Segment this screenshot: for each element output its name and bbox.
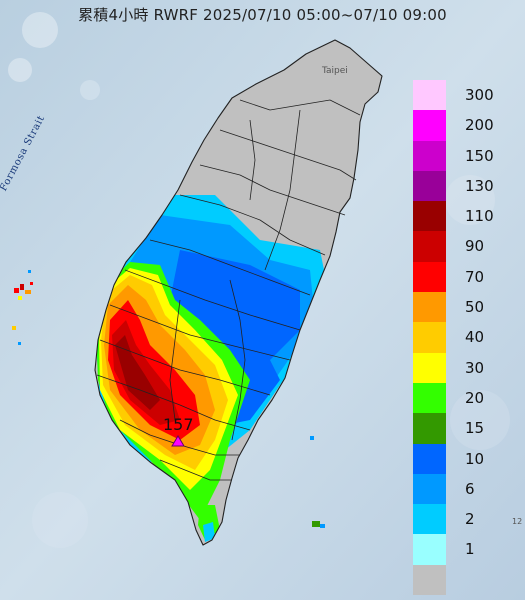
legend-item: 10 — [413, 443, 521, 474]
legend-swatch — [413, 110, 446, 141]
legend-label: 110 — [465, 207, 494, 226]
legend-swatch — [413, 170, 446, 202]
islands-east — [310, 436, 325, 528]
legend-item: 70 — [413, 261, 521, 293]
legend-swatch — [413, 382, 446, 414]
legend-label: 15 — [465, 419, 485, 438]
max-value-label: 157 — [163, 415, 194, 434]
legend-swatch — [413, 413, 446, 444]
corner-label: 12 — [512, 517, 523, 526]
legend-swatch — [413, 443, 446, 474]
map-title: 累積4小時 RWRF 2025/07/10 05:00~07/10 09:00 — [78, 6, 447, 24]
legend-label: 200 — [465, 116, 494, 135]
legend-swatch — [413, 292, 446, 323]
legend-swatch — [413, 231, 446, 262]
legend-label: 50 — [465, 298, 485, 317]
sea-texture — [8, 12, 510, 548]
legend-item: 50 — [413, 292, 521, 323]
rainfall-layer — [95, 195, 330, 542]
legend-item: 200 — [413, 110, 521, 141]
legend-item: 30 — [413, 352, 521, 383]
legend-item — [413, 564, 521, 596]
legend-item: 1 — [413, 534, 521, 565]
legend-item: 300 — [413, 80, 521, 111]
legend-item: 15 — [413, 413, 521, 444]
max-marker — [171, 435, 185, 447]
legend-label: 30 — [465, 358, 485, 377]
city-label: Taipei — [322, 66, 348, 76]
legend-item: 40 — [413, 322, 521, 353]
legend-label: 130 — [465, 176, 494, 195]
legend-swatch — [413, 201, 446, 232]
legend-item: 20 — [413, 382, 521, 414]
legend-label: 20 — [465, 388, 485, 407]
legend-label: 6 — [465, 479, 475, 498]
legend-item: 2 — [413, 504, 521, 535]
legend-label: 10 — [465, 449, 485, 468]
legend-label: 1 — [465, 540, 475, 559]
legend-item: 130 — [413, 170, 521, 202]
legend-swatch — [413, 564, 446, 596]
legend-label: 300 — [465, 86, 494, 104]
legend-item: 150 — [413, 140, 521, 171]
legend-swatch — [413, 352, 446, 383]
islands-west — [12, 270, 33, 345]
legend-swatch — [413, 504, 446, 535]
county-boundaries — [94, 39, 383, 546]
legend-swatch — [413, 534, 446, 565]
legend-label: 2 — [465, 510, 475, 529]
legend-swatch — [413, 140, 446, 171]
legend-label: 40 — [465, 328, 485, 347]
legend-label: 150 — [465, 146, 494, 165]
legend-swatch — [413, 261, 446, 293]
legend-item: 90 — [413, 231, 521, 262]
legend-label: 90 — [465, 237, 485, 256]
legend-swatch — [413, 80, 446, 111]
legend-item: 110 — [413, 201, 521, 232]
legend-label: 70 — [465, 267, 485, 286]
color-legend: 300 200 150 130 110 90 70 50 40 30 20 15… — [413, 80, 521, 596]
legend-item: 6 — [413, 473, 521, 505]
legend-swatch — [413, 473, 446, 505]
legend-swatch — [413, 322, 446, 353]
